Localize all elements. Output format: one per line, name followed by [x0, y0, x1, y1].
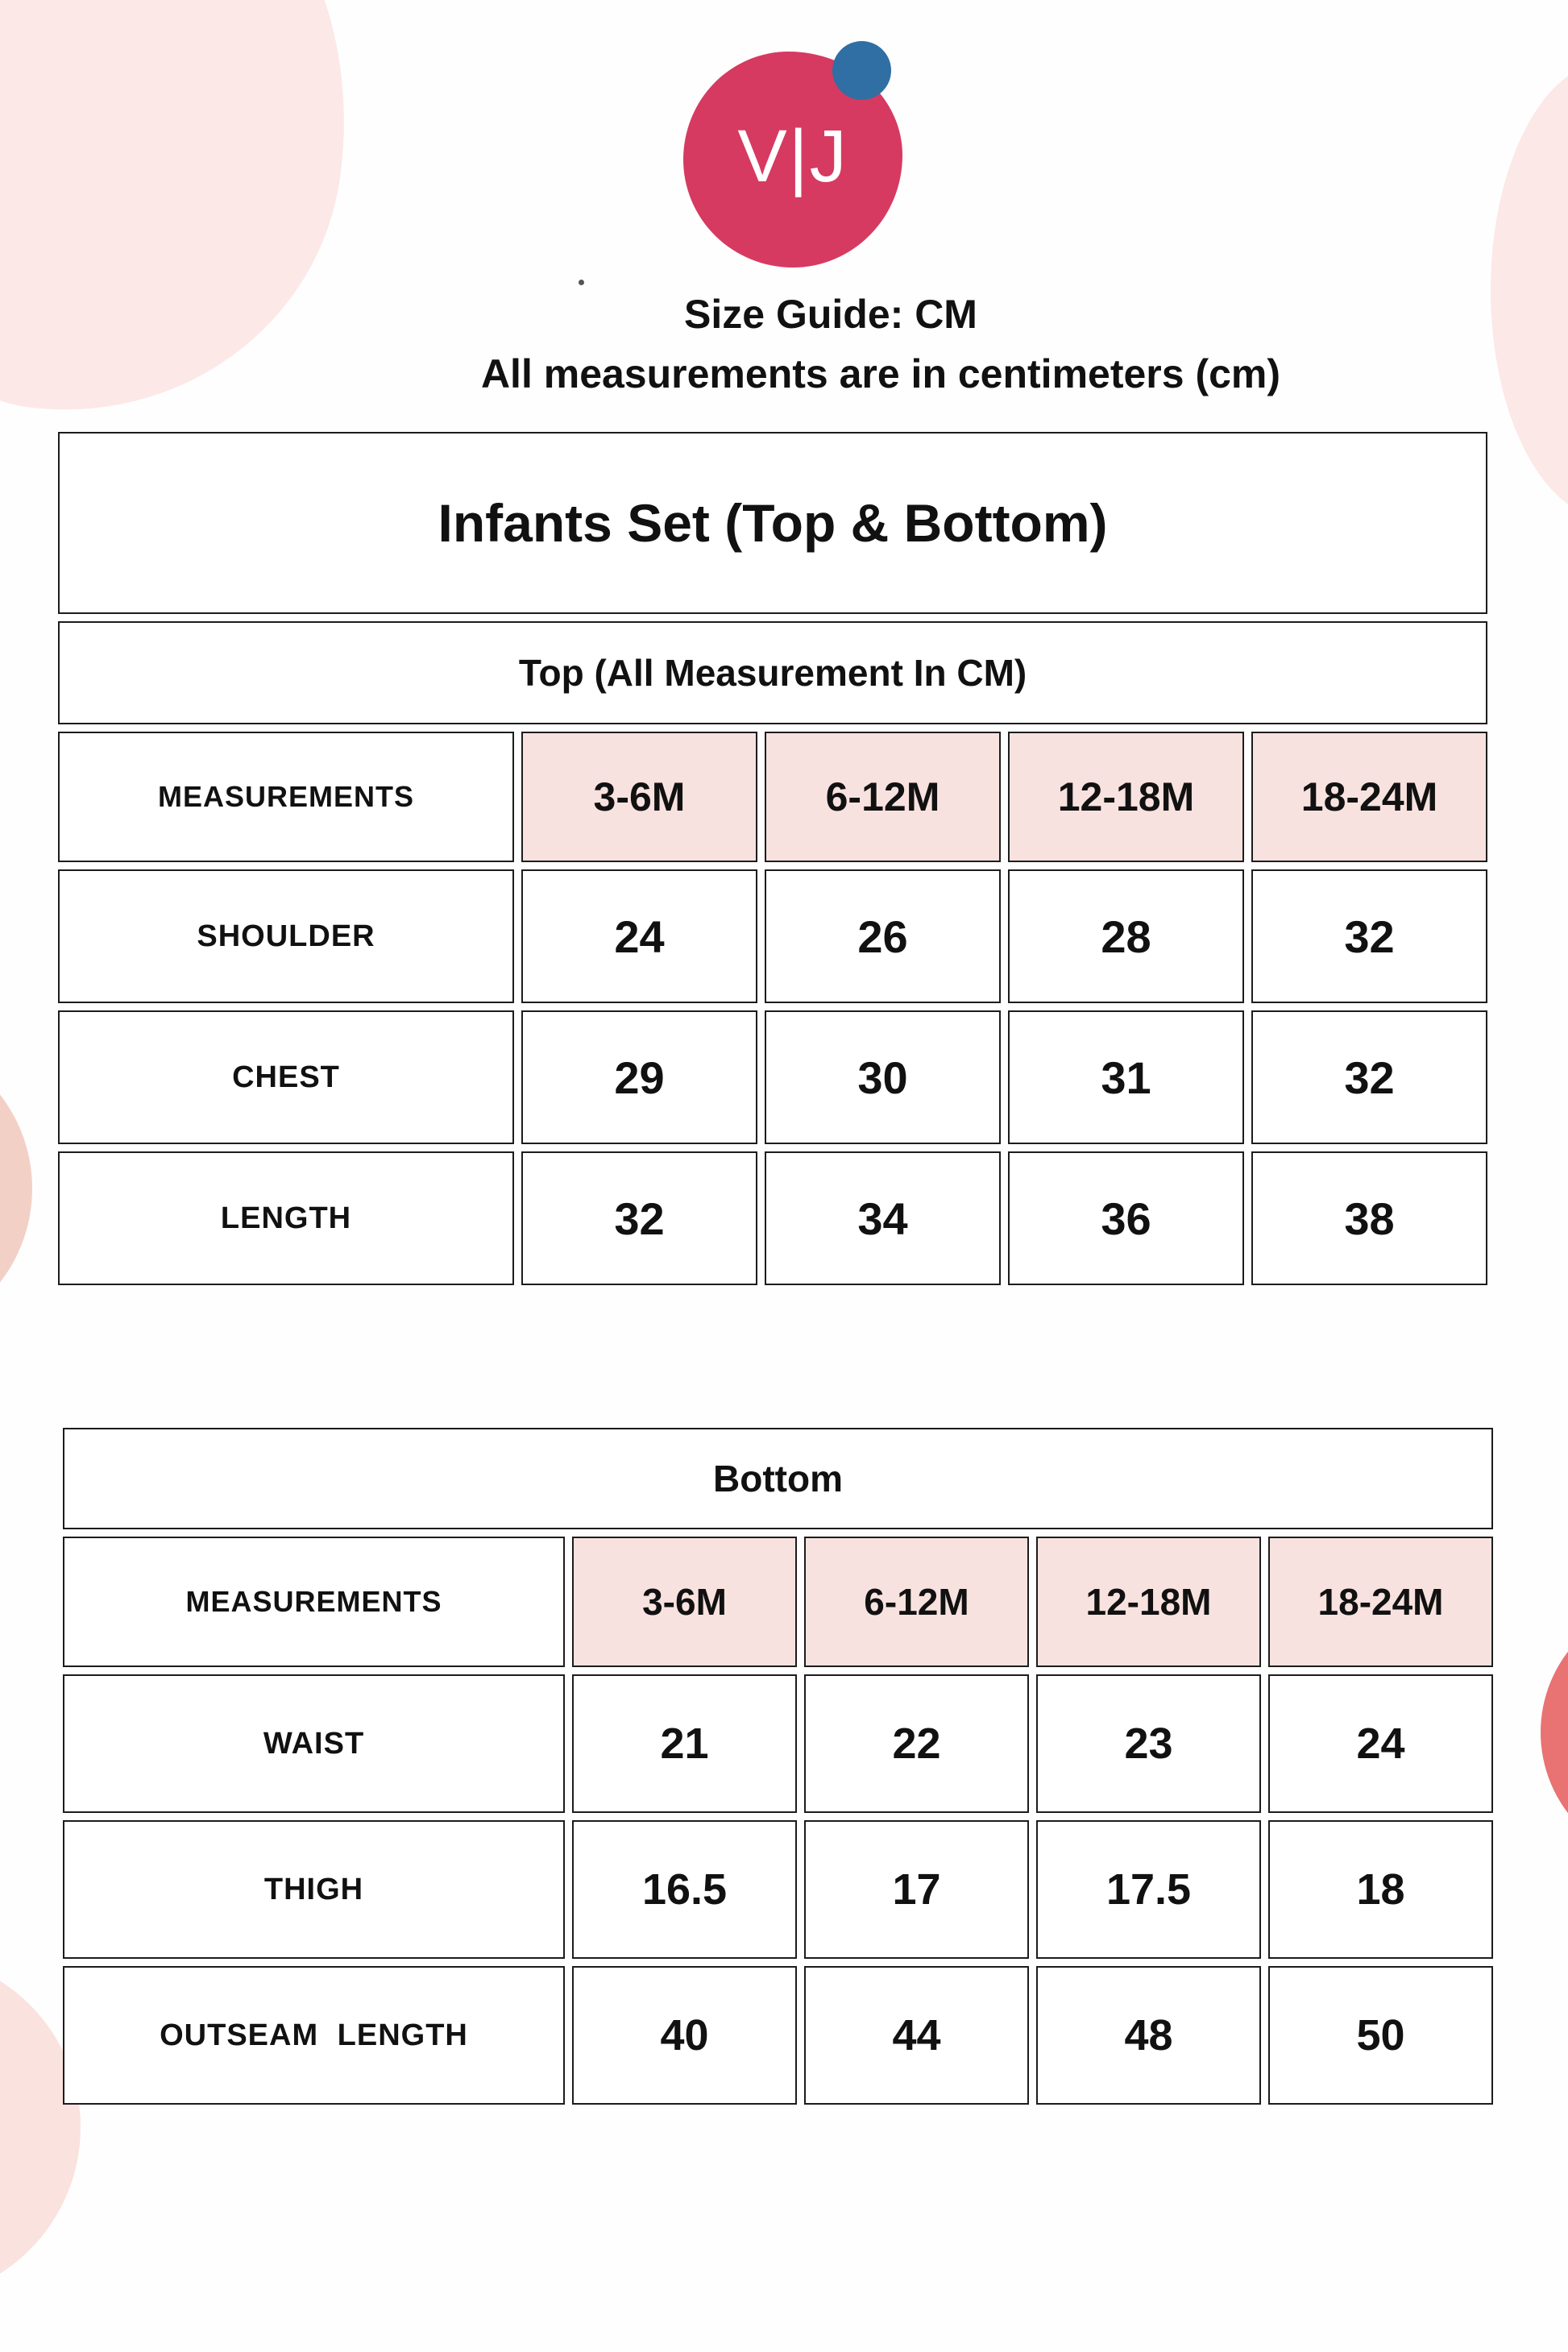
value-cell: 24 [521, 869, 757, 1003]
size-header-cell: 6-12M [765, 732, 1001, 862]
measurements-header-cell: MEASUREMENTS [63, 1537, 565, 1667]
decor-blob-top-right [1491, 60, 1568, 520]
value-cell: 17 [804, 1820, 1029, 1959]
value-cell: 22 [804, 1674, 1029, 1813]
page-subtitle: All measurements are in centimeters (cm) [480, 351, 1281, 396]
row-label: CHEST [58, 1010, 514, 1144]
section-title: Infants Set (Top & Bottom) [58, 432, 1488, 614]
table-row: WAIST 21 22 23 24 [63, 1674, 1494, 1813]
section-band-row: Bottom [63, 1428, 1494, 1529]
value-cell: 32 [1251, 869, 1488, 1003]
value-cell: 26 [765, 869, 1001, 1003]
table-row: LENGTH 32 34 36 38 [58, 1151, 1488, 1285]
bottom-size-table: Bottom MEASUREMENTS 3-6M 6-12M 12-18M 18… [56, 1421, 1500, 2112]
value-cell: 21 [572, 1674, 797, 1813]
value-cell: 30 [765, 1010, 1001, 1144]
size-header-cell: 6-12M [804, 1537, 1029, 1667]
decor-circle-right [1541, 1599, 1568, 1865]
value-cell: 48 [1036, 1966, 1261, 2105]
size-header-cell: 12-18M [1008, 732, 1244, 862]
row-label: OUTSEAM LENGTH [63, 1966, 565, 2105]
value-cell: 29 [521, 1010, 757, 1144]
value-cell: 40 [572, 1966, 797, 2105]
table-row: CHEST 29 30 31 32 [58, 1010, 1488, 1144]
section-subband-row: Top (All Measurement In CM) [58, 621, 1488, 724]
size-header-cell: 18-24M [1268, 1537, 1494, 1667]
size-header-cell: 3-6M [572, 1537, 797, 1667]
row-label: LENGTH [58, 1151, 514, 1285]
value-cell: 38 [1251, 1151, 1488, 1285]
section-title: Bottom [63, 1428, 1494, 1529]
size-header-cell: 18-24M [1251, 732, 1488, 862]
table-row: SHOULDER 24 26 28 32 [58, 869, 1488, 1003]
value-cell: 17.5 [1036, 1820, 1261, 1959]
stray-dot [579, 280, 584, 285]
header-row: MEASUREMENTS 3-6M 6-12M 12-18M 18-24M [58, 732, 1488, 862]
value-cell: 24 [1268, 1674, 1494, 1813]
logo-monogram: V|J [737, 114, 848, 197]
value-cell: 16.5 [572, 1820, 797, 1959]
value-cell: 32 [1251, 1010, 1488, 1144]
section-subtitle: Top (All Measurement In CM) [58, 621, 1488, 724]
row-label: THIGH [63, 1820, 565, 1959]
value-cell: 23 [1036, 1674, 1261, 1813]
value-cell: 32 [521, 1151, 757, 1285]
row-label: WAIST [63, 1674, 565, 1813]
size-header-cell: 12-18M [1036, 1537, 1261, 1667]
decor-blob-left-middle [0, 1035, 32, 1342]
top-size-table: Infants Set (Top & Bottom) Top (All Meas… [51, 425, 1495, 1292]
measurements-header-cell: MEASUREMENTS [58, 732, 514, 862]
logo-blue-dot-icon [832, 41, 891, 100]
value-cell: 44 [804, 1966, 1029, 2105]
table-row: THIGH 16.5 17 17.5 18 [63, 1820, 1494, 1959]
table-row: OUTSEAM LENGTH 40 44 48 50 [63, 1966, 1494, 2105]
row-label: SHOULDER [58, 869, 514, 1003]
page-title: Size Guide: CM [684, 292, 977, 337]
value-cell: 36 [1008, 1151, 1244, 1285]
value-cell: 31 [1008, 1010, 1244, 1144]
size-header-cell: 3-6M [521, 732, 757, 862]
header-row: MEASUREMENTS 3-6M 6-12M 12-18M 18-24M [63, 1537, 1494, 1667]
section-band-row: Infants Set (Top & Bottom) [58, 432, 1488, 614]
value-cell: 28 [1008, 869, 1244, 1003]
value-cell: 50 [1268, 1966, 1494, 2105]
value-cell: 18 [1268, 1820, 1494, 1959]
value-cell: 34 [765, 1151, 1001, 1285]
